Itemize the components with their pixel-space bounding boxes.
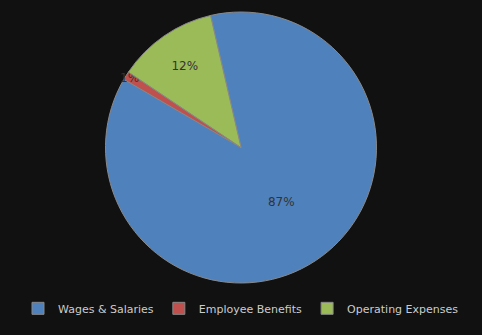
svg-text:Employee Benefits: Employee Benefits [199, 303, 302, 316]
svg-text:Wages & Salaries: Wages & Salaries [58, 303, 154, 316]
svg-text:87%: 87% [268, 195, 295, 209]
svg-text:12%: 12% [171, 59, 198, 73]
svg-text:Operating Expenses: Operating Expenses [347, 303, 458, 316]
svg-text:1%: 1% [120, 70, 140, 85]
